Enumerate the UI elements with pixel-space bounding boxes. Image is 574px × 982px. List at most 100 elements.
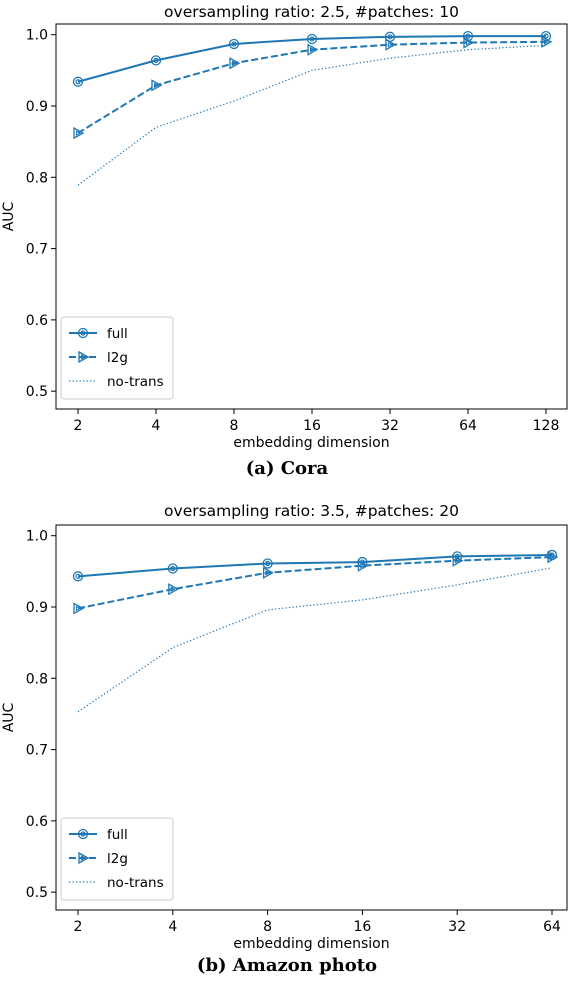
- data-point-l2g: [151, 79, 163, 92]
- data-point-full-inner: [543, 33, 549, 39]
- data-point-l2g-inner: [265, 569, 271, 576]
- x-tick-label: 2: [74, 919, 83, 935]
- data-point-l2g: [168, 583, 180, 596]
- data-point-l2g: [73, 126, 85, 140]
- data-point-l2g: [307, 43, 319, 56]
- x-tick-label: 32: [381, 418, 399, 434]
- data-point-l2g: [357, 559, 369, 572]
- y-tick-label: 0.9: [26, 600, 48, 616]
- y-tick-label: 0.6: [26, 313, 48, 329]
- data-point-full-inner: [387, 34, 393, 40]
- data-point-l2g: [541, 35, 553, 48]
- y-tick-label: 0.6: [26, 814, 48, 830]
- series-full: [72, 549, 558, 582]
- series-line-no-trans: [77, 567, 553, 713]
- chart-panel-cora: oversampling ratio: 2.5, #patches: 10 0.5…: [1, 3, 568, 479]
- data-point-full: [262, 558, 273, 569]
- legend-marker-l2g-inner: [80, 855, 87, 861]
- x-axis-label: embedding dimension: [233, 435, 389, 451]
- series-line-l2g: [77, 556, 553, 610]
- legend-label: full: [107, 827, 128, 843]
- x-tick-label: 128: [533, 418, 560, 434]
- data-point-l2g: [452, 554, 464, 567]
- data-point-full: [306, 33, 318, 45]
- data-point-full-inner: [75, 573, 81, 579]
- data-point-l2g: [73, 602, 85, 615]
- chart-title: oversampling ratio: 2.5, #patches: 10: [164, 3, 459, 21]
- data-point-full: [167, 563, 178, 574]
- x-tick-label: 64: [459, 418, 477, 434]
- data-point-l2g-inner: [231, 60, 238, 67]
- legend: full l2g no-trans: [60, 817, 174, 901]
- data-point-full-inner: [153, 57, 159, 63]
- legend-box: [60, 316, 174, 400]
- y-tick-label: 0.5: [26, 885, 48, 901]
- data-point-full: [72, 571, 84, 582]
- legend-label: l2g: [107, 851, 128, 867]
- legend-marker-full-inner: [80, 330, 86, 336]
- figure-caption-amazon-photo: (b) Amazon photo: [196, 955, 378, 976]
- legend-label: l2g: [107, 350, 128, 366]
- data-point-full: [150, 55, 162, 66]
- series-line-full: [77, 553, 553, 578]
- x-tick-label: 8: [230, 418, 239, 434]
- legend-marker-l2g-inner: [80, 354, 87, 360]
- x-tick-label: 2: [74, 418, 83, 434]
- data-point-l2g-inner: [75, 605, 82, 612]
- y-axis-label: AUC: [1, 201, 17, 231]
- data-point-l2g: [547, 550, 559, 564]
- data-point-l2g-inner: [153, 82, 160, 89]
- data-point-l2g: [385, 38, 397, 51]
- data-point-l2g-inner: [360, 562, 366, 569]
- series-l2g: [73, 550, 559, 615]
- y-tick-label: 1.0: [26, 529, 48, 545]
- data-point-full-inner: [231, 41, 237, 47]
- y-tick-label: 0.5: [26, 384, 48, 400]
- data-point-l2g-inner: [309, 46, 316, 53]
- legend-label: full: [107, 326, 128, 342]
- data-point-full-inner: [265, 560, 271, 567]
- legend-marker-l2g: [78, 851, 90, 865]
- data-point-full-inner: [309, 36, 315, 42]
- chart-amazon-photo: oversampling ratio: 3.5, #patches: 20 0.5…: [1, 502, 568, 952]
- data-point-full-inner: [465, 33, 471, 39]
- chart-panel-amazon-photo: oversampling ratio: 3.5, #patches: 20 0.5…: [0, 491, 574, 982]
- data-point-l2g-inner: [455, 557, 461, 564]
- legend-label: no-trans: [107, 374, 164, 390]
- y-tick-label: 0.7: [26, 242, 48, 258]
- series-l2g: [73, 35, 553, 140]
- y-tick-label: 0.9: [26, 99, 48, 115]
- data-point-full-inner: [75, 79, 81, 85]
- chart-cora: oversampling ratio: 2.5, #patches: 10 0.5…: [1, 3, 568, 451]
- series-no-trans: [77, 567, 553, 713]
- data-point-l2g-inner: [549, 554, 556, 560]
- y-tick-label: 0.7: [26, 743, 48, 759]
- series-full: [72, 30, 552, 87]
- data-point-l2g-inner: [75, 130, 82, 136]
- legend-marker-full-inner: [80, 831, 86, 837]
- x-axis-label: embedding dimension: [233, 936, 389, 952]
- legend-marker-full: [77, 828, 89, 840]
- data-point-full-inner: [170, 565, 176, 572]
- y-tick-label: 0.8: [26, 671, 48, 687]
- legend-label: no-trans: [107, 875, 164, 891]
- series-line-l2g: [77, 40, 547, 134]
- figure-caption-cora: (a) Cora: [245, 458, 329, 479]
- data-point-l2g-inner: [543, 38, 550, 45]
- x-tick-label: 16: [303, 418, 321, 434]
- data-point-full: [228, 38, 240, 50]
- legend-marker-full: [77, 327, 89, 339]
- x-tick-label: 8: [263, 919, 272, 935]
- x-tick-label: 16: [353, 919, 371, 935]
- series-line-full: [77, 35, 546, 83]
- x-tick-label: 4: [152, 418, 161, 434]
- legend-marker-l2g: [78, 350, 90, 364]
- x-tick-label: 4: [168, 919, 177, 935]
- y-tick-label: 0.8: [26, 170, 48, 186]
- data-point-l2g-inner: [465, 39, 472, 46]
- legend-box: [60, 817, 174, 901]
- data-point-l2g-inner: [170, 586, 176, 593]
- data-point-l2g: [229, 57, 241, 70]
- data-point-l2g: [463, 36, 475, 49]
- x-tick-label: 64: [543, 919, 561, 935]
